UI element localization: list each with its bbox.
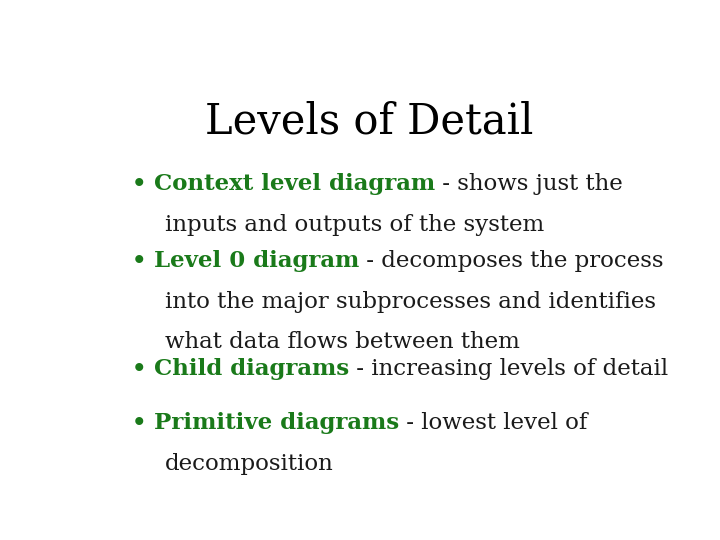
Text: Levels of Detail: Levels of Detail bbox=[204, 100, 534, 142]
Text: Child diagrams: Child diagrams bbox=[154, 358, 349, 380]
Text: into the major subprocesses and identifies: into the major subprocesses and identifi… bbox=[166, 291, 657, 313]
Text: what data flows between them: what data flows between them bbox=[166, 332, 521, 353]
Text: Context level diagram: Context level diagram bbox=[154, 173, 436, 195]
Text: - decomposes the process: - decomposes the process bbox=[359, 250, 664, 272]
Text: Primitive diagrams: Primitive diagrams bbox=[154, 412, 400, 434]
Text: - increasing levels of detail: - increasing levels of detail bbox=[349, 358, 669, 380]
Text: Level 0 diagram: Level 0 diagram bbox=[154, 250, 359, 272]
Text: - shows just the: - shows just the bbox=[436, 173, 623, 195]
Text: •: • bbox=[132, 250, 146, 272]
Text: •: • bbox=[132, 358, 146, 380]
Text: decomposition: decomposition bbox=[166, 453, 334, 475]
Text: •: • bbox=[132, 412, 146, 434]
Text: •: • bbox=[132, 173, 146, 195]
Text: inputs and outputs of the system: inputs and outputs of the system bbox=[166, 214, 544, 235]
Text: - lowest level of: - lowest level of bbox=[400, 412, 588, 434]
